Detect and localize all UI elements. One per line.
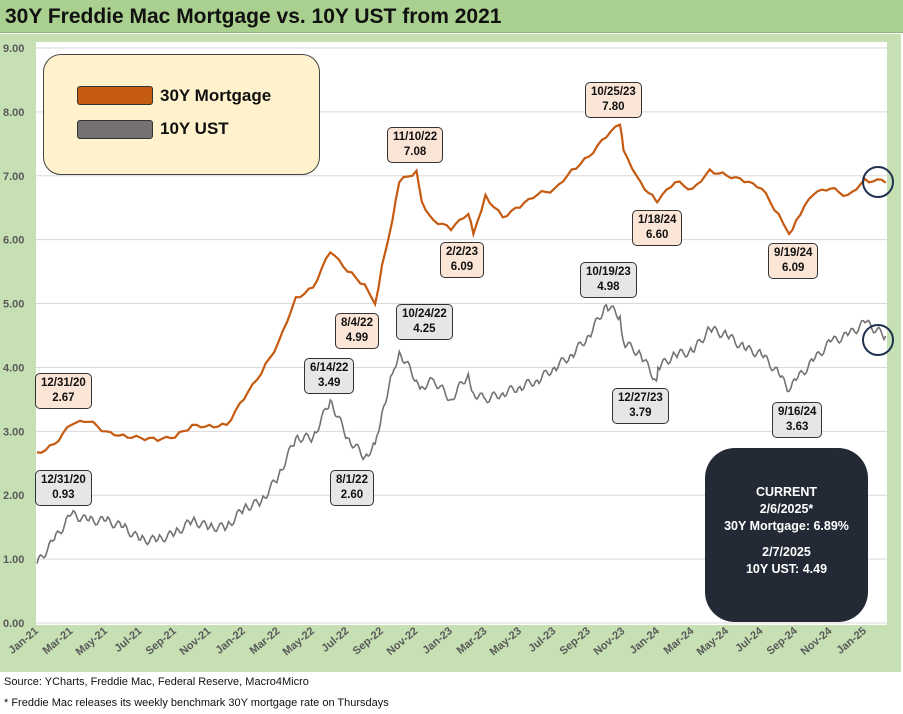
annotation-mortgage-sep24: 9/19/24 6.09 — [768, 243, 819, 279]
legend-swatch-ust — [77, 120, 153, 139]
y-tick-label: 2.00 — [3, 490, 24, 502]
y-tick-label: 9.00 — [3, 43, 24, 55]
y-tick-label: 0.00 — [3, 618, 24, 630]
annotation-ust-dec23: 12/27/23 3.79 — [612, 388, 669, 424]
y-tick-label: 6.00 — [3, 235, 24, 247]
x-tick-label: May-22 — [281, 625, 317, 658]
annotation-mortgage-oct23: 10/25/23 7.80 — [585, 82, 642, 118]
y-tick-label: 7.00 — [3, 171, 24, 183]
y-tick-label: 8.00 — [3, 107, 24, 119]
x-tick-label: Jul-22 — [319, 625, 351, 655]
x-tick-label: Mar-22 — [248, 625, 283, 657]
annotation-mortgage-feb23: 2/2/23 6.09 — [440, 242, 484, 278]
annotation-ust-start: 12/31/20 0.93 — [35, 470, 92, 506]
annotation-ust-aug22: 8/1/22 2.60 — [330, 470, 374, 506]
series-line-10y-ust — [36, 303, 887, 564]
x-tick-label: May-21 — [74, 625, 110, 658]
annotation-ust-sep24: 9/16/24 3.63 — [772, 402, 823, 438]
current-ust-marker — [862, 324, 894, 356]
y-tick-label: 1.00 — [3, 554, 24, 566]
annotation-ust-jun22: 6/14/22 3.49 — [304, 358, 355, 394]
current-values-box: CURRENT 2/6/2025* 30Y Mortgage: 6.89% 2/… — [705, 448, 868, 622]
current-ust-date: 2/7/2025 — [762, 545, 811, 559]
x-tick-label: Jul-21 — [112, 625, 144, 655]
x-tick-label: May-23 — [488, 625, 524, 658]
x-tick-label: Jan-23 — [421, 625, 455, 657]
x-tick-label: Mar-24 — [662, 625, 698, 658]
current-ust-value: 10Y UST: 4.49 — [745, 562, 828, 576]
x-tick-label: Mar-23 — [455, 625, 490, 657]
x-tick-label: Sep-21 — [144, 625, 179, 657]
source-note: Source: YCharts, Freddie Mac, Federal Re… — [4, 676, 309, 688]
x-tick-label: Jan-24 — [628, 625, 663, 657]
current-heading: CURRENT — [755, 485, 818, 499]
legend: 30Y Mortgage 10Y UST — [43, 54, 320, 175]
annotation-ust-oct23: 10/19/23 4.98 — [580, 262, 637, 298]
x-tick-label: Nov-23 — [592, 625, 628, 658]
x-tick-label: Jul-24 — [733, 625, 766, 655]
current-mortgage-value: 30Y Mortgage: 6.89% — [724, 519, 849, 533]
current-mortgage-date: 2/6/2025* — [759, 502, 814, 516]
y-tick-label: 4.00 — [3, 362, 24, 374]
x-tick-label: May-24 — [695, 625, 732, 659]
x-tick-label: Nov-24 — [799, 625, 835, 658]
x-tick-label: Nov-22 — [385, 625, 421, 658]
y-tick-label: 5.00 — [3, 299, 24, 311]
x-tick-label: Jan-22 — [214, 625, 248, 657]
annotation-ust-oct22: 10/24/22 4.25 — [396, 304, 453, 340]
y-tick-label: 3.00 — [3, 426, 24, 438]
footnote: * Freddie Mac releases its weekly benchm… — [4, 697, 389, 709]
chart-title: 30Y Freddie Mac Mortgage vs. 10Y UST fro… — [0, 0, 903, 33]
legend-swatch-mortgage — [77, 86, 153, 105]
x-tick-label: Sep-23 — [558, 625, 593, 657]
annotation-mortgage-nov22: 11/10/22 7.08 — [387, 127, 444, 163]
x-tick-label: Sep-24 — [765, 625, 801, 658]
annotation-mortgage-start: 12/31/20 2.67 — [35, 373, 92, 409]
x-tick-label: Jan-25 — [835, 625, 869, 657]
annotation-mortgage-aug22: 8/4/22 4.99 — [335, 313, 379, 349]
current-mortgage-marker — [862, 166, 894, 198]
x-tick-label: Jul-23 — [526, 625, 558, 655]
legend-label-ust: 10Y UST — [160, 119, 229, 138]
x-tick-label: Mar-21 — [41, 625, 76, 657]
x-tick-label: Nov-21 — [178, 625, 214, 658]
x-tick-label: Sep-22 — [351, 625, 386, 657]
legend-label-mortgage: 30Y Mortgage — [160, 86, 272, 105]
annotation-mortgage-jan24: 1/18/24 6.60 — [632, 210, 683, 246]
